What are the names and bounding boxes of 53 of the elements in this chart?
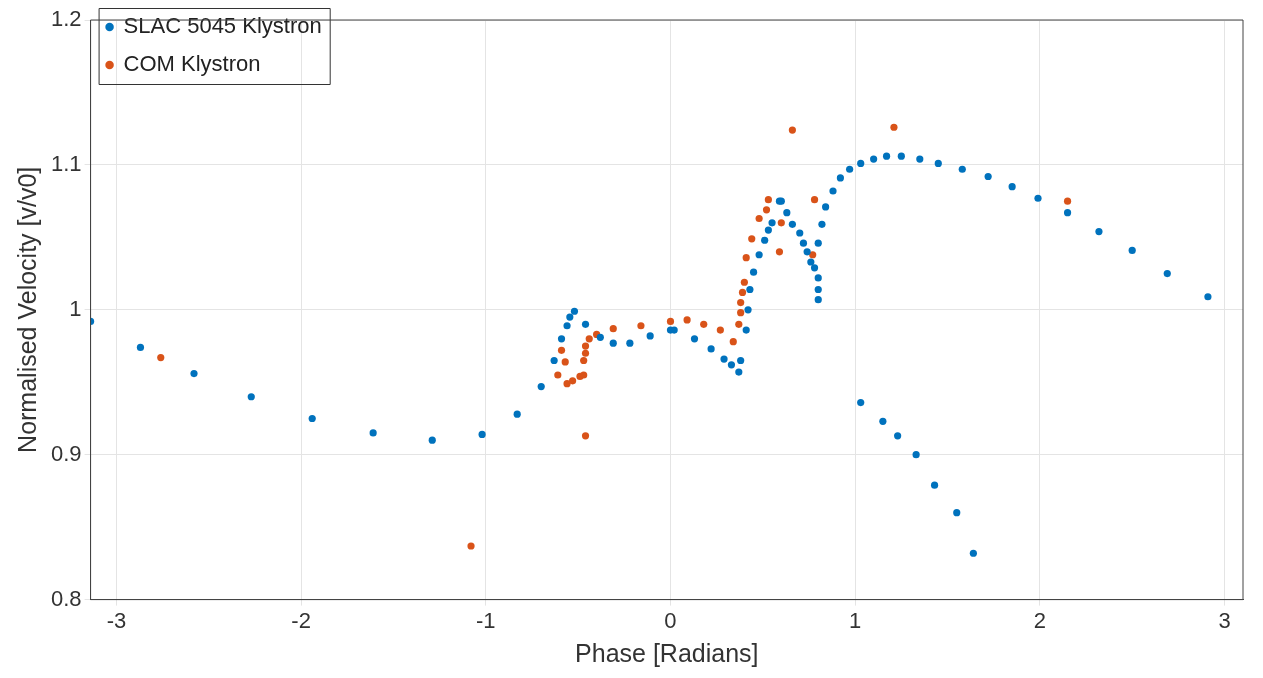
y-axis-title: Normalised Velocity [v/v0] [12,166,41,453]
x-axis-title: Phase [Radians] [575,638,759,667]
point [683,316,691,324]
point [580,356,588,365]
point [738,288,747,297]
point [716,326,724,334]
point [737,298,745,307]
point [561,358,569,366]
point [157,354,165,362]
y-tick-label: 0.9 [50,440,82,466]
point [762,206,771,214]
legend-label: COM Klystron [123,51,261,77]
x-tick-label: 2 [1033,607,1046,633]
point [777,219,785,227]
point [467,542,475,550]
point [557,346,566,354]
y-tick-label: 0.8 [50,585,82,611]
point [580,371,588,379]
point [569,377,577,385]
point [809,251,817,259]
x-tick-label: -3 [106,607,127,633]
point [666,317,675,325]
point [1063,197,1072,205]
y-tick-label: 1.1 [50,150,82,176]
point [775,248,784,256]
point [810,196,819,204]
point [700,320,708,328]
x-tick-label: 1 [849,607,862,633]
point [788,126,796,134]
x-tick-label: 0 [664,607,677,633]
point [748,235,756,243]
x-tick-label: -2 [291,607,311,633]
point [735,320,743,328]
point [637,322,645,330]
point [581,349,590,357]
point [890,123,898,131]
legend-label: SLAC 5045 Klystron [123,13,322,39]
point [563,380,571,388]
point [585,335,593,343]
point [737,309,745,317]
point [742,254,750,262]
point [609,325,617,333]
y-tick-label: 1 [69,295,82,321]
point [729,338,737,346]
x-tick-label: -1 [476,607,496,633]
point [581,342,590,350]
point [554,371,562,379]
point [755,214,763,223]
point [740,278,748,286]
x-tick-label: 3 [1218,607,1231,633]
point [764,196,772,204]
point [581,432,590,440]
y-tick-label: 1.2 [50,6,82,32]
